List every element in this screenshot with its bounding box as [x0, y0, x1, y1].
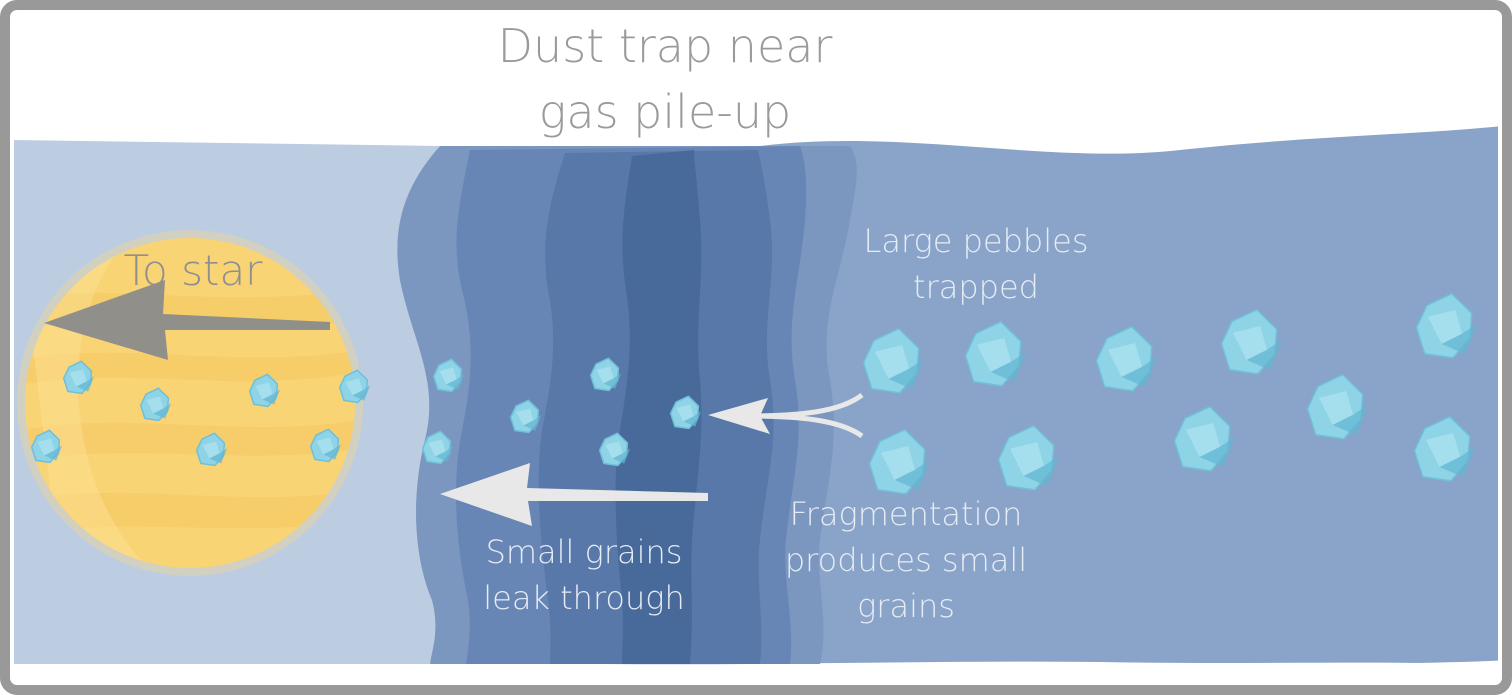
dust-grains: [30, 292, 1478, 495]
small-grain: [248, 373, 281, 408]
small-grain: [62, 360, 95, 395]
small-grains-leak-arrow: [440, 463, 708, 526]
small-grain: [589, 357, 622, 392]
large-pebble: [1173, 405, 1236, 472]
small-grain: [30, 429, 63, 464]
fragmentation-arrow-head: [708, 398, 770, 434]
large-pebble: [1306, 373, 1369, 440]
large-pebble: [1413, 415, 1476, 482]
fragmentation-arrow-lower: [744, 413, 864, 439]
small-grain: [421, 430, 454, 465]
small-grains-label-line-2: leak through: [483, 579, 685, 617]
title-line-2: gas pile-up: [539, 85, 791, 139]
fragmentation-label-line-1: Fragmentation: [790, 495, 1023, 533]
small-grain: [598, 432, 631, 467]
large-pebble: [964, 320, 1027, 387]
to-star-label: To star: [124, 246, 264, 295]
fragmentation-label-line-3: grains: [857, 587, 955, 625]
large-pebble: [862, 327, 925, 394]
small-grains-label-line-1: Small grains: [486, 533, 683, 571]
large-pebble: [1220, 308, 1283, 375]
to-star-arrow: [44, 280, 330, 360]
title-line-1: Dust trap near: [498, 19, 833, 73]
fragmentation-label-line-2: produces small: [785, 541, 1027, 579]
disk-bottom-edge: [14, 660, 1498, 684]
large-pebble: [997, 424, 1060, 491]
large-pebbles-label-line-1: Large pebbles: [864, 222, 1089, 260]
small-grain: [669, 395, 702, 430]
small-grain: [195, 432, 228, 467]
small-grain: [309, 428, 342, 463]
trap-band-4: [615, 150, 702, 664]
large-pebble: [868, 428, 931, 495]
large-pebbles-label-line-2: trapped: [913, 268, 1039, 306]
small-grain: [509, 399, 542, 434]
small-grain: [338, 369, 371, 404]
small-grain: [432, 358, 465, 393]
large-pebble: [1415, 292, 1478, 359]
small-grain: [139, 387, 172, 422]
large-pebble: [1095, 325, 1158, 392]
